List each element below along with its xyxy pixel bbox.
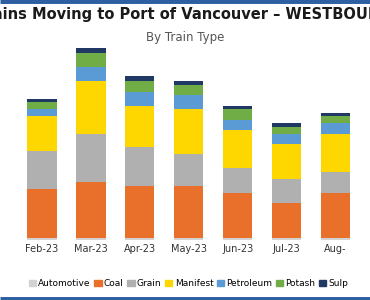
Bar xyxy=(174,238,204,240)
Text: By Train Type: By Train Type xyxy=(146,32,224,44)
Bar xyxy=(272,179,301,203)
Bar xyxy=(321,134,350,172)
Bar xyxy=(27,151,57,189)
Bar xyxy=(76,134,105,182)
Bar xyxy=(76,46,105,53)
Bar xyxy=(174,81,204,85)
Bar xyxy=(174,95,204,109)
Bar xyxy=(125,76,154,81)
Bar xyxy=(125,238,154,240)
Bar xyxy=(321,123,350,134)
Bar xyxy=(321,238,350,240)
Bar xyxy=(174,85,204,95)
Bar xyxy=(125,81,154,92)
Bar xyxy=(76,53,105,67)
Bar xyxy=(76,238,105,240)
Bar xyxy=(321,116,350,123)
Bar xyxy=(125,106,154,148)
Text: Trains Moving to Port of Vancouver – WESTBOUND: Trains Moving to Port of Vancouver – WES… xyxy=(0,8,370,22)
Bar xyxy=(125,148,154,186)
Bar xyxy=(223,109,252,120)
Bar xyxy=(76,67,105,81)
Bar xyxy=(223,168,252,193)
Bar xyxy=(223,193,252,238)
Bar xyxy=(27,109,57,116)
Bar xyxy=(321,172,350,193)
Bar xyxy=(272,123,301,127)
Bar xyxy=(27,102,57,109)
Bar xyxy=(125,186,154,238)
Bar xyxy=(223,106,252,109)
Bar xyxy=(272,127,301,134)
Bar xyxy=(272,238,301,240)
Bar xyxy=(27,116,57,151)
Bar xyxy=(27,99,57,102)
Bar xyxy=(321,112,350,116)
Bar xyxy=(27,238,57,240)
Bar xyxy=(174,186,204,238)
Bar xyxy=(174,154,204,186)
Bar xyxy=(272,144,301,179)
Bar xyxy=(76,81,105,134)
Bar xyxy=(174,109,204,154)
Bar xyxy=(223,238,252,240)
Bar xyxy=(223,130,252,168)
Legend: Automotive, Coal, Grain, Manifest, Petroleum, Potash, Sulp: Automotive, Coal, Grain, Manifest, Petro… xyxy=(29,279,349,288)
Bar xyxy=(272,134,301,144)
Bar xyxy=(321,193,350,238)
Bar xyxy=(272,203,301,238)
Bar xyxy=(223,120,252,130)
Bar xyxy=(125,92,154,106)
Bar xyxy=(27,189,57,238)
Bar xyxy=(76,182,105,238)
